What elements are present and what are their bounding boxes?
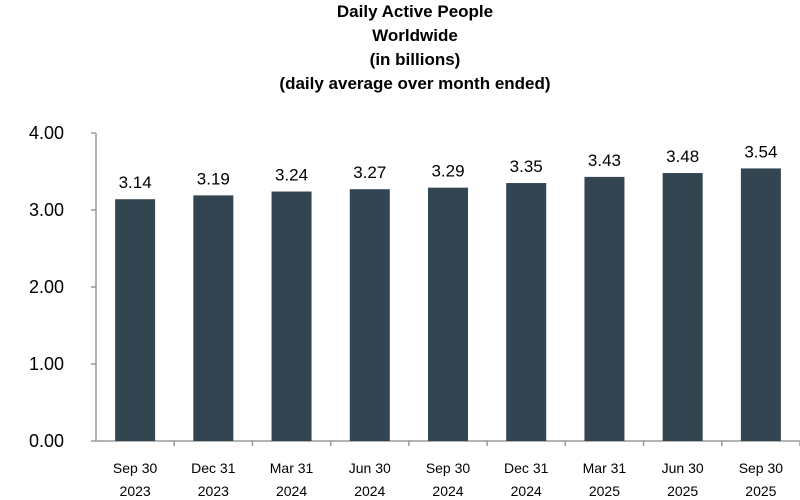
chart-title-line-3: (in billions) [369,50,461,69]
x-tick-label: Dec 31 [191,460,236,476]
y-tick-label: 3.00 [29,200,64,220]
data-label: 3.48 [666,147,699,166]
y-tick-label: 0.00 [29,431,64,451]
x-tick-label: 2023 [120,483,151,499]
chart-title-line-2: Worldwide [372,26,458,45]
y-tick-label: 4.00 [29,123,64,143]
x-tick-label: 2025 [589,483,620,499]
x-tick-label: Sep 30 [739,460,784,476]
data-label: 3.27 [353,163,386,182]
bar [349,189,390,441]
chart-title-line-1: Daily Active People [336,2,494,21]
x-tick-label: Dec 31 [504,460,549,476]
data-label: 3.29 [431,162,464,181]
data-label: 3.19 [197,169,230,188]
bar [506,183,547,442]
bar [662,173,703,442]
data-label: 3.24 [275,166,308,185]
x-tick-label: Mar 31 [583,460,627,476]
x-tick-label: Mar 31 [270,460,314,476]
x-tick-label: Jun 30 [349,460,391,476]
bar [193,195,234,441]
data-label: 3.54 [744,142,777,161]
x-tick-label: Sep 30 [426,460,471,476]
x-tick-label: 2025 [745,483,776,499]
bar [271,191,312,441]
chart-title-line-4: (daily average over month ended) [279,74,551,93]
x-tick-label: Jun 30 [662,460,704,476]
data-label: 3.35 [510,157,543,176]
data-label: 3.14 [119,173,152,192]
bar [115,199,156,441]
y-tick-label: 1.00 [29,354,64,374]
x-tick-label: 2024 [432,483,463,499]
x-tick-label: 2024 [511,483,542,499]
data-label: 3.43 [588,151,621,170]
x-tick-label: Sep 30 [113,460,158,476]
y-tick-label: 2.00 [29,277,64,297]
chart-title: Daily Active People Worldwide (in billio… [0,0,800,96]
x-tick-label: 2024 [276,483,307,499]
x-tick-label: 2023 [198,483,229,499]
bar [740,168,781,442]
bar [584,176,625,441]
bar [428,187,468,441]
x-tick-label: 2025 [667,483,698,499]
x-tick-label: 2024 [354,483,385,499]
